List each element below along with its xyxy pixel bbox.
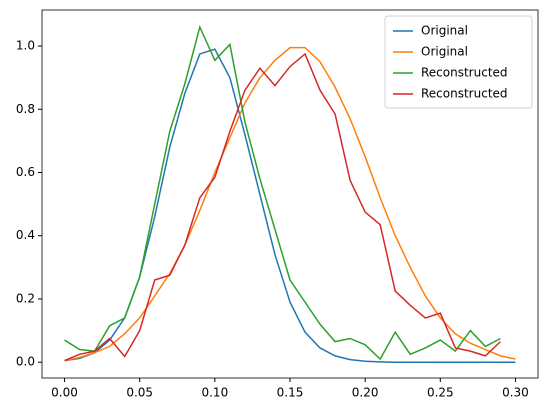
legend-label: Original bbox=[421, 24, 468, 38]
x-tick-label: 0.15 bbox=[277, 386, 304, 400]
legend-box bbox=[384, 15, 533, 109]
x-tick-label: 0.30 bbox=[502, 386, 529, 400]
legend-label: Original bbox=[421, 45, 468, 59]
axes-frame bbox=[41, 9, 539, 379]
y-tick-label: 0.4 bbox=[16, 228, 35, 242]
y-tick-label: 0.2 bbox=[16, 291, 35, 305]
x-tick-label: 0.25 bbox=[427, 386, 454, 400]
y-tick-label: 0.8 bbox=[16, 102, 35, 116]
legend-label: Reconstructed bbox=[421, 87, 508, 101]
line bbox=[64, 52, 501, 362]
line bbox=[64, 46, 516, 362]
line bbox=[64, 24, 501, 361]
x-tick-label: 0.05 bbox=[126, 386, 153, 400]
y-tick-label: 0.6 bbox=[16, 165, 35, 179]
y-tick-label: 0.0 bbox=[16, 355, 35, 369]
y-tick-label: 1.0 bbox=[16, 39, 35, 53]
x-tick-label: 0.10 bbox=[201, 386, 228, 400]
legend-label: Reconstructed bbox=[421, 66, 508, 80]
x-tick-label: 0.20 bbox=[352, 386, 379, 400]
legend: Original Original Reconstructed Reconstruct… bbox=[384, 15, 533, 109]
x-tick-label: 0.00 bbox=[51, 386, 78, 400]
